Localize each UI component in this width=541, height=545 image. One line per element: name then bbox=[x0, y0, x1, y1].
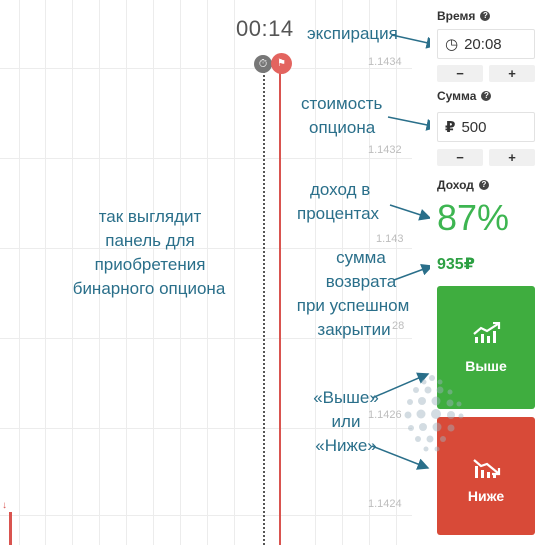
grid-line bbox=[396, 0, 397, 545]
grid-line bbox=[369, 0, 370, 545]
annotation-panel-line3: приобретения bbox=[94, 255, 206, 274]
grid-line bbox=[72, 0, 73, 545]
stopwatch-icon: ⏱ bbox=[254, 55, 272, 73]
time-increase-button[interactable]: + bbox=[489, 65, 535, 82]
annotation-option-cost-line1: стоимость bbox=[301, 94, 383, 113]
arrow-down-icon: ↓ bbox=[2, 500, 7, 511]
expiration-line bbox=[279, 64, 281, 545]
annotation-updown-line1: «Выше» bbox=[313, 388, 379, 407]
price-axis-label: 1.1432 bbox=[368, 144, 402, 156]
annotation-panel-line4: бинарного опциона bbox=[72, 279, 226, 298]
help-icon[interactable]: ? bbox=[480, 11, 491, 21]
grid-line bbox=[0, 338, 412, 339]
clock-icon: ◷ bbox=[445, 36, 459, 53]
annotation-income-line1: доход в bbox=[310, 180, 371, 199]
arrow-to-down bbox=[371, 445, 430, 470]
grid-line bbox=[342, 0, 343, 545]
amount-field[interactable]: ₽500 bbox=[437, 112, 535, 142]
annotation-panel-line1: так выглядит bbox=[98, 207, 202, 226]
finish-flag-icon: ⚑ bbox=[271, 53, 292, 74]
income-percent: 87% bbox=[437, 197, 510, 238]
help-icon[interactable]: ? bbox=[478, 180, 489, 190]
help-icon[interactable]: ? bbox=[481, 91, 492, 101]
grid-line bbox=[126, 0, 127, 545]
expiration-time-field[interactable]: ◷ 20:08 bbox=[437, 29, 535, 59]
price-axis-label: 1.1424 bbox=[368, 498, 402, 510]
price-chart[interactable]: 1.1434 1.1432 1.143 28 1.1426 1.1424 00:… bbox=[0, 0, 428, 545]
lower-label: Ниже bbox=[467, 488, 505, 504]
grid-line bbox=[315, 0, 316, 545]
arrow-to-percent bbox=[389, 204, 432, 221]
ruble-icon: ₽ bbox=[445, 119, 456, 136]
amount-increase-button[interactable]: + bbox=[489, 149, 535, 166]
arrow-to-payout bbox=[393, 263, 434, 281]
annotation-updown-line3: «Ниже» bbox=[315, 436, 377, 455]
annotation-expiration: экспирация bbox=[307, 24, 398, 43]
higher-button[interactable]: Выше bbox=[437, 286, 535, 409]
grid-line bbox=[180, 0, 181, 545]
grid-line bbox=[45, 0, 46, 545]
grid-line bbox=[153, 0, 154, 545]
grid-line bbox=[234, 0, 235, 545]
grid-line bbox=[0, 248, 412, 249]
annotation-return-line2: возврата bbox=[325, 272, 397, 291]
arrow-to-time bbox=[391, 34, 439, 49]
watermark-globe-icon bbox=[404, 375, 464, 452]
price-candle bbox=[9, 512, 12, 545]
payout-amount: 935₽ bbox=[437, 256, 475, 273]
amount-decrease-button[interactable]: − bbox=[437, 149, 483, 166]
annotation-return-line3: при успешном bbox=[296, 296, 410, 315]
income-label: Доход? bbox=[437, 178, 489, 192]
price-axis-label: 28 bbox=[392, 320, 405, 332]
annotation-panel-line2: панель для bbox=[105, 231, 195, 250]
annotation-return-line1: сумма bbox=[336, 248, 386, 267]
annotation-return-line4: закрытии bbox=[317, 320, 391, 339]
annotation-income-line2: процентах bbox=[297, 204, 380, 223]
grid-line bbox=[99, 0, 100, 545]
lower-button[interactable]: Ниже bbox=[437, 417, 535, 535]
time-label: Время? bbox=[437, 9, 491, 23]
arrow-to-up bbox=[371, 372, 430, 399]
price-axis-label: 1.143 bbox=[376, 233, 404, 245]
higher-label: Выше bbox=[465, 358, 507, 374]
annotation-option-cost-line2: опциона bbox=[309, 118, 376, 137]
grid-line bbox=[0, 428, 412, 429]
price-axis-label: 1.1434 bbox=[368, 56, 402, 68]
price-axis-label: 1.1426 bbox=[368, 409, 402, 421]
purchase-deadline-line bbox=[263, 64, 265, 545]
grid-line bbox=[0, 158, 412, 159]
grid-line bbox=[207, 0, 208, 545]
time-decrease-button[interactable]: − bbox=[437, 65, 483, 82]
trend-down-icon bbox=[473, 459, 501, 478]
arrow-to-amount bbox=[387, 116, 439, 131]
annotation-updown-line2: или bbox=[331, 412, 361, 431]
grid-line bbox=[0, 515, 412, 516]
grid-line bbox=[0, 68, 412, 69]
amount-label: Сумма? bbox=[437, 89, 492, 103]
countdown-timer: 00:14 bbox=[236, 16, 294, 41]
grid-line bbox=[19, 0, 20, 545]
trend-up-icon bbox=[473, 322, 501, 343]
